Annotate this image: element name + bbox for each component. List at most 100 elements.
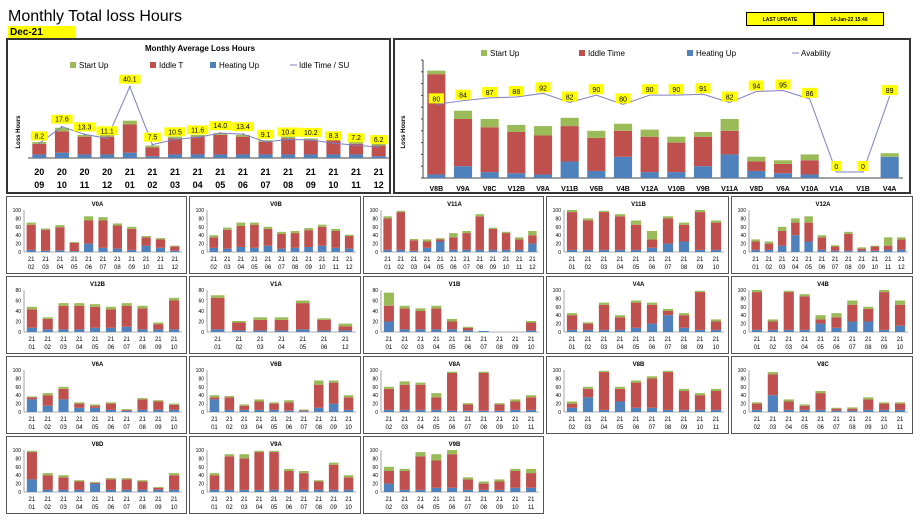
chart-v8d: V8D 0 20 40 60 80 100 21 01 21 02 21 03 21 04 21 05 21 06 2… xyxy=(13,442,182,511)
xtick-year-v4a-6: 21 xyxy=(665,337,672,343)
xtick-month-v1b-5: 06 xyxy=(465,345,472,351)
bar-v6a-idle-3 xyxy=(74,403,85,408)
bar-v11a-heating-2 xyxy=(409,250,419,252)
xtick-month-v8b-9: 11 xyxy=(713,425,720,431)
xtick-month-v12b-4: 05 xyxy=(92,345,99,351)
xtick-month-v1b-3: 04 xyxy=(433,345,440,351)
main-xtick-month-4: 01 xyxy=(125,180,135,190)
xtick-month-v9b-8: 10 xyxy=(512,505,519,511)
xtick-month-v9b-6: 08 xyxy=(480,505,487,511)
xtick-month-v4a-1: 02 xyxy=(585,345,592,351)
bar-v12b-heating-9 xyxy=(169,329,180,332)
bar-v8a-startup-7 xyxy=(494,403,505,405)
lines-legend-1-swatch xyxy=(579,50,585,56)
bar-v6b-startup-1 xyxy=(224,396,235,398)
xtick-month-v11a-0: 01 xyxy=(384,265,391,271)
ytick-v8b-3: 60 xyxy=(555,385,561,391)
bar-v0a-startup-10 xyxy=(170,245,180,247)
xtick-month-v4b-3: 04 xyxy=(801,345,808,351)
xtick-year-v12a-10: 21 xyxy=(885,257,892,263)
ytick-v4a-1: 20 xyxy=(555,322,561,328)
xtick-month-v12a-11: 12 xyxy=(898,265,905,271)
main-xtick-year-2: 20 xyxy=(80,167,90,177)
xtick-month-v12a-9: 10 xyxy=(872,265,879,271)
ytick-v9a-0: 0 xyxy=(201,490,204,496)
ytick-v4b-5: 100 xyxy=(738,288,747,294)
bar-v8a-idle-9 xyxy=(526,397,537,410)
xtick-month-v4a-5: 06 xyxy=(649,345,656,351)
bar-v4b-heating-5 xyxy=(831,327,842,332)
main-xtick-year-13: 21 xyxy=(328,167,338,177)
panel-v8d: V8D 0 20 40 60 80 100 21 01 21 02 21 03 21 04 21 05 21 06 2… xyxy=(6,436,187,514)
xtick-year-v8c-1: 21 xyxy=(770,417,777,423)
xtick-month-v11b-5: 06 xyxy=(649,265,656,271)
xtick-year-v4b-1: 21 xyxy=(770,337,777,343)
bar-v8c-idle-5 xyxy=(831,408,842,411)
bar-v1a-idle-0 xyxy=(210,297,225,330)
ytick-v0a-4: 80 xyxy=(15,216,21,222)
bar-v11a-startup-0 xyxy=(383,216,392,219)
chart-v4a: V4A 0 20 40 60 80 100 21 01 21 02 21 03 21 04 21 05 21 06 2… xyxy=(553,282,724,351)
bar-v8a-idle-6 xyxy=(478,372,489,411)
bar-v8c-startup-1 xyxy=(767,372,778,375)
xtick-month-v0a-6: 08 xyxy=(114,265,121,271)
xtick-month-v8c-5: 07 xyxy=(833,425,840,431)
main-data-label-5: 7.5 xyxy=(148,135,158,142)
bar-v8a-idle-0 xyxy=(383,388,394,410)
bar-v8b-startup-3 xyxy=(614,386,626,389)
bar-v0a-heating-4 xyxy=(84,243,94,252)
lines-data-label-bg-4 xyxy=(535,82,551,93)
xtick-month-v8d-5: 06 xyxy=(108,505,115,511)
main-line-point-10 xyxy=(264,140,267,143)
bar-v11b-heating-5 xyxy=(646,247,658,252)
chart-title-v8c: V8C xyxy=(817,362,829,368)
xtick-year-v4a-4: 21 xyxy=(633,337,640,343)
bar-v1b-heating-9 xyxy=(526,330,537,332)
lines-bar-iddle-time-12 xyxy=(747,161,766,171)
bar-v1b-heating-0 xyxy=(383,321,394,332)
xtick-month-v4b-6: 07 xyxy=(849,345,856,351)
xtick-month-v4b-5: 06 xyxy=(833,345,840,351)
bar-v8b-heating-8 xyxy=(694,409,706,412)
lines-legend-3-text: Avability xyxy=(801,49,831,58)
bar-v0a-heating-5 xyxy=(98,247,108,252)
bar-v11a-startup-11 xyxy=(528,231,537,236)
chart-title-v9b: V9B xyxy=(449,442,461,448)
xtick-month-v6b-7: 08 xyxy=(315,425,322,431)
chart-title-v6b: V6B xyxy=(270,362,282,368)
bar-v12a-heating-11 xyxy=(897,249,906,252)
bar-v12b-heating-6 xyxy=(121,326,132,332)
xtick-month-v11a-3: 04 xyxy=(424,265,431,271)
bar-v11a-idle-0 xyxy=(383,218,392,250)
bar-v8c-startup-0 xyxy=(751,402,763,404)
lines-bar-iddle-time-4 xyxy=(533,135,553,175)
lines-bar-iddle-time-10 xyxy=(693,136,713,167)
bar-v1b-heating-2 xyxy=(415,329,426,332)
bar-v9a-heating-0 xyxy=(209,489,220,492)
lines-data-label-16: 0 xyxy=(861,164,865,171)
main-data-label-bg-15 xyxy=(370,134,388,144)
xtick-year-v12a-9: 21 xyxy=(872,257,879,263)
bar-v0a-heating-7 xyxy=(127,249,137,252)
main-xtick-year-14: 21 xyxy=(351,167,361,177)
bar-v6a-startup-9 xyxy=(169,403,180,405)
bar-v8d-heating-5 xyxy=(105,489,116,492)
bar-v4a-idle-7 xyxy=(678,315,690,328)
ytick-v11a-4: 80 xyxy=(372,216,378,222)
lines-xtick-4: V8A xyxy=(536,186,550,193)
bar-v1b-startup-9 xyxy=(526,320,537,323)
bar-v4b-heating-2 xyxy=(783,329,794,332)
xtick-year-v12b-3: 21 xyxy=(76,337,83,343)
bar-v0a-heating-10 xyxy=(170,250,180,252)
bar-v12b-idle-9 xyxy=(169,300,180,330)
bar-v9b-heating-3 xyxy=(431,487,442,492)
bar-v8a-heating-6 xyxy=(478,410,489,412)
xtick-year-v8b-6: 21 xyxy=(665,417,672,423)
bar-v4a-idle-6 xyxy=(662,311,674,316)
bar-v4b-idle-8 xyxy=(879,292,890,330)
bar-v4b-startup-9 xyxy=(894,300,906,305)
bar-v4a-heating-8 xyxy=(694,329,706,332)
xtick-year-v6b-2: 21 xyxy=(241,417,248,423)
xtick-month-v11b-8: 09 xyxy=(697,265,704,271)
xtick-year-v9b-3: 21 xyxy=(433,497,440,503)
